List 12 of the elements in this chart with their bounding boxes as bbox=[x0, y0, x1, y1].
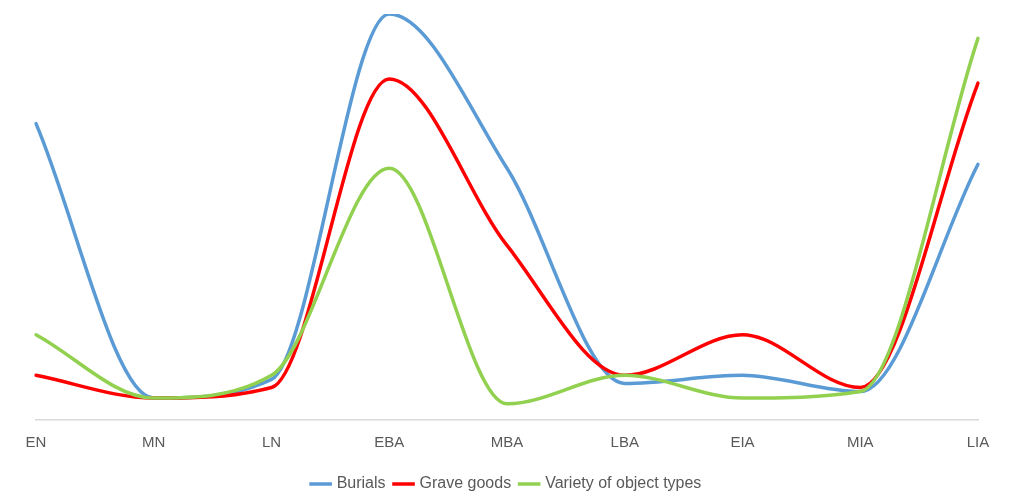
x-tick-label: LBA bbox=[610, 433, 639, 451]
x-tick-label: LN bbox=[261, 433, 282, 451]
x-tick-label: EIA bbox=[730, 433, 755, 451]
x-tick-label: MIA bbox=[846, 433, 874, 451]
x-tick-label: MN bbox=[142, 433, 166, 451]
x-tick-label: EBA bbox=[374, 433, 405, 451]
legend-label: Burials bbox=[336, 474, 386, 492]
x-tick-label: MBA bbox=[490, 433, 524, 451]
x-tick-label: LIA bbox=[966, 433, 990, 451]
x-tick-label: EN bbox=[25, 433, 47, 451]
legend-label: Grave goods bbox=[419, 474, 512, 492]
legend-label: Variety of object types bbox=[545, 474, 702, 492]
